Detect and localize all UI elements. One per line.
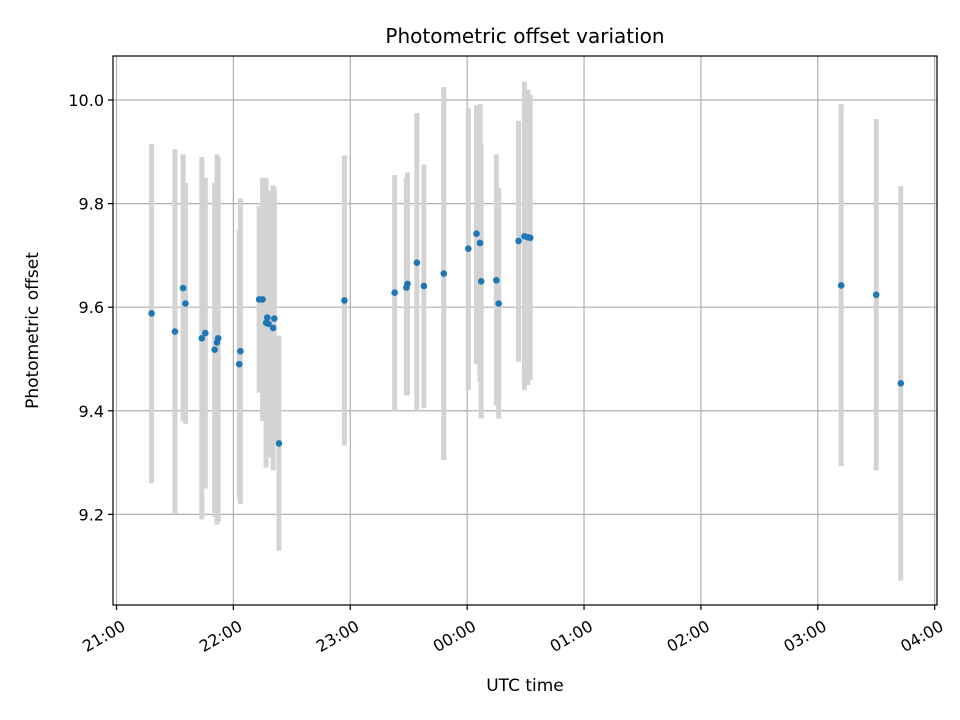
data-point-30 bbox=[493, 276, 500, 284]
data-point-15 bbox=[265, 320, 272, 328]
data-point-24 bbox=[420, 282, 428, 290]
data-point-4 bbox=[198, 334, 206, 342]
y-tick-label-0: 9.2 bbox=[79, 505, 104, 524]
chart-title: Photometric offset variation bbox=[385, 24, 664, 48]
data-point-3 bbox=[182, 300, 189, 307]
data-point-5 bbox=[202, 329, 209, 337]
data-points bbox=[148, 230, 905, 447]
plot-frame bbox=[112, 55, 938, 606]
data-point-2 bbox=[179, 284, 187, 292]
data-point-29 bbox=[477, 277, 485, 285]
data-point-10 bbox=[237, 347, 244, 355]
data-point-16 bbox=[269, 324, 277, 332]
data-point-14 bbox=[263, 314, 271, 321]
y-axis-title: Photometric offset bbox=[23, 252, 43, 409]
data-point-9 bbox=[235, 360, 243, 368]
data-point-27 bbox=[473, 230, 480, 237]
y-tick-label-2: 9.6 bbox=[79, 298, 104, 317]
data-point-36 bbox=[837, 282, 845, 289]
data-point-17 bbox=[270, 315, 278, 322]
data-point-28 bbox=[476, 239, 484, 247]
y-tick-label-3: 9.8 bbox=[79, 195, 104, 214]
y-axis-ticks: 9.2 9.4 9.6 9.8 10.0 bbox=[68, 91, 113, 524]
data-point-18 bbox=[275, 440, 283, 447]
data-point-26 bbox=[465, 245, 472, 252]
data-point-32 bbox=[515, 237, 522, 245]
data-point-23 bbox=[413, 259, 421, 266]
data-point-8 bbox=[214, 334, 222, 342]
y-tick-label-1: 9.4 bbox=[79, 402, 104, 421]
data-point-19 bbox=[341, 297, 348, 304]
x-axis-title: UTC time bbox=[486, 676, 564, 696]
data-point-25 bbox=[440, 270, 448, 277]
data-point-31 bbox=[495, 300, 503, 307]
y-tick-label-4: 10.0 bbox=[68, 91, 104, 110]
data-point-6 bbox=[211, 346, 218, 353]
data-point-20 bbox=[391, 289, 398, 296]
data-point-0 bbox=[148, 310, 155, 317]
data-point-38 bbox=[897, 380, 905, 387]
data-point-37 bbox=[872, 291, 880, 299]
data-point-12 bbox=[259, 296, 266, 303]
data-point-1 bbox=[171, 328, 179, 335]
data-point-35 bbox=[526, 234, 534, 242]
data-point-22 bbox=[404, 280, 411, 288]
